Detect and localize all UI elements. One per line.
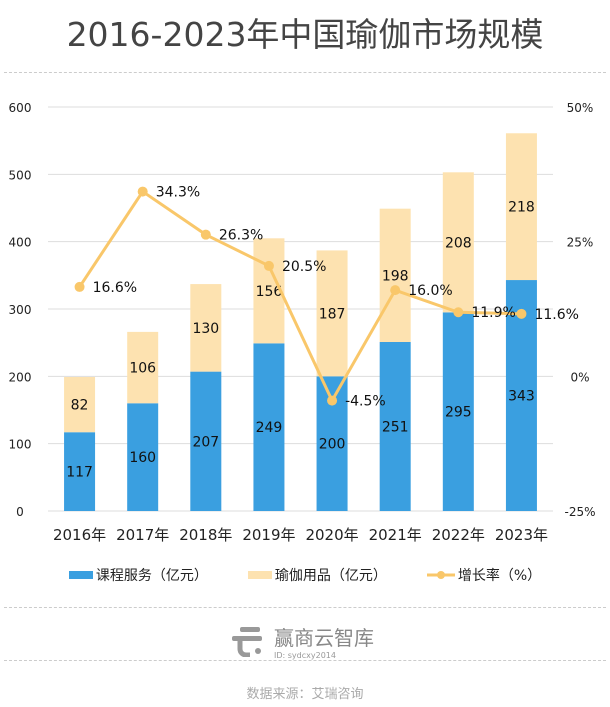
growth-line [78,189,522,404]
growth-point [137,186,148,197]
data-label-course: 251 [382,419,409,435]
growth-point [263,260,274,271]
legend-line-marker-icon [426,571,455,579]
data-label-goods: 130 [192,321,219,337]
divider [4,607,606,608]
y-tick-label: 100 [9,438,32,452]
data-label-goods: 218 [508,200,535,216]
data-label-course: 200 [319,437,346,453]
divider [4,72,606,73]
bar-course [442,312,474,511]
data-label-goods: 187 [319,306,346,322]
bar-goods [505,133,537,281]
legend-label: 课程服务（亿元） [95,568,208,584]
brand-name: 赢商云智库 [274,626,374,650]
watermark-logo: 赢商云智库 ID: sydcxy2014 [232,622,374,660]
bar-goods [379,208,411,342]
data-label-goods: 156 [256,284,283,300]
y-tick-label: 0 [16,505,24,519]
y-tick-label: 200 [9,370,32,384]
legend-swatch [68,571,93,579]
y-tick-label: 300 [9,303,32,317]
growth-point [390,285,401,296]
growth-point [516,308,527,319]
growth-label: 16.0% [408,283,452,299]
legend-item-growth[interactable]: 增长率（%） [426,565,542,585]
x-tick-label: 2016年 [53,526,106,544]
bar-course [253,343,285,511]
data-label-goods: 106 [129,361,156,377]
y-tick-label: 400 [9,236,32,250]
data-label-course: 343 [508,389,535,405]
bar-course [379,341,411,511]
data-label-course: 249 [256,420,283,436]
data-label-goods: 82 [71,398,89,414]
legend-item-course[interactable]: 课程服务（亿元） [68,565,208,585]
bar-goods [316,250,348,377]
legend-swatch [247,571,272,579]
y-tick-label: 600 [9,101,32,115]
chart-plot: 0 100 200 300 400 500 600 -25% 0% 25% 50% 117 82 2016… [9,101,596,544]
bar-goods [442,172,474,313]
data-label-course: 160 [129,450,156,466]
y2-tick-label: 0% [570,370,589,384]
x-tick-label: 2020年 [305,526,358,544]
legend-item-goods[interactable]: 瑜伽用品（亿元） [247,565,387,585]
legend-label: 瑜伽用品（亿元） [274,568,387,584]
x-tick-label: 2022年 [432,526,485,544]
y2-tick-label: 25% [567,236,594,250]
growth-point [200,229,211,240]
brand-id: ID: sydcxy2014 [274,651,336,660]
bar-course [127,403,159,511]
growth-point [453,307,464,318]
legend-label: 增长率（%） [457,568,542,584]
legend: 课程服务（亿元） 瑜伽用品（亿元） 增长率（%） [0,565,610,585]
bar-course [64,432,96,511]
y2-tick-label: 50% [567,101,594,115]
bar-goods [64,377,96,433]
growth-label: -4.5% [345,394,386,410]
bar-course [190,371,222,511]
x-tick-label: 2017年 [116,526,169,544]
x-tick-label: 2018年 [179,526,232,544]
chart-title: 2016-2023年中国瑜伽市场规模 [66,15,544,54]
growth-label: 26.3% [219,228,263,244]
data-label-goods: 198 [382,268,409,284]
growth-label: 34.3% [156,185,200,201]
divider [4,660,606,661]
growth-label: 16.6% [93,280,137,296]
growth-point [327,395,338,406]
brand-logo-icon [232,627,262,657]
data-label-course: 207 [192,434,219,450]
bar-goods [127,331,159,404]
growth-label: 20.5% [282,259,326,275]
x-tick-label: 2023年 [495,526,548,544]
x-tick-label: 2021年 [369,526,422,544]
x-tick-label: 2019年 [242,526,295,544]
y2-tick-label: -25% [564,505,595,519]
data-source: 数据来源：艾瑞咨询 [246,687,364,702]
bar-goods [190,284,222,372]
growth-label: 11.6% [534,307,578,323]
data-label-goods: 208 [445,235,472,251]
data-label-course: 295 [445,405,472,421]
data-label-course: 117 [66,465,93,481]
growth-point [74,281,85,292]
y-tick-label: 500 [9,168,32,182]
growth-label: 11.9% [471,305,515,321]
